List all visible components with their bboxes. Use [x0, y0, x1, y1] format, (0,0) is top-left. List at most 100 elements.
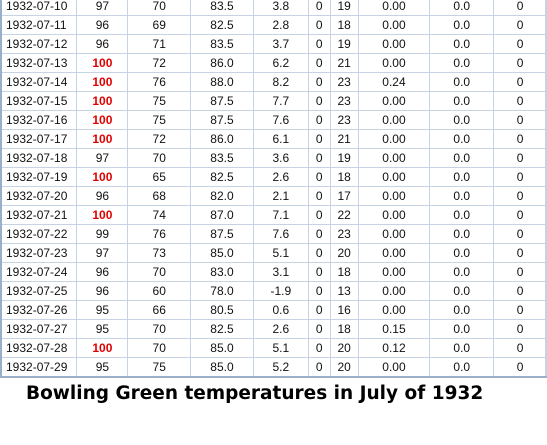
snow-depth-cell[interactable]: 0 [493, 15, 547, 35]
snow-cell[interactable]: 0.0 [429, 357, 495, 378]
snow-cell[interactable]: 0.0 [429, 243, 495, 263]
precip-cell[interactable]: 0.00 [358, 110, 431, 130]
table-row[interactable]: 1932-07-21 100 74 87.0 7.1 0 22 0.00 0.0 0 [0, 205, 547, 225]
precip-cell[interactable]: 0.00 [358, 91, 431, 111]
min-temp-cell[interactable]: 70 [127, 319, 192, 339]
cdd-cell[interactable]: 23 [330, 110, 359, 130]
snow-depth-cell[interactable]: 0 [493, 338, 547, 358]
table-row[interactable]: 1932-07-14 100 76 88.0 8.2 0 23 0.24 0.0 0 [0, 72, 547, 92]
avg-temp-cell[interactable]: 78.0 [190, 281, 254, 301]
table-row[interactable]: 1932-07-27 95 70 82.5 2.6 0 18 0.15 0.0 0 [0, 319, 547, 339]
max-temp-cell[interactable]: 96 [76, 34, 129, 54]
min-temp-cell[interactable]: 76 [127, 72, 192, 92]
date-cell[interactable]: 1932-07-25 [0, 281, 78, 301]
snow-depth-cell[interactable]: 0 [493, 300, 547, 320]
cdd-cell[interactable]: 23 [330, 72, 359, 92]
departure-cell[interactable]: 3.7 [253, 34, 309, 54]
table-row[interactable]: 1932-07-11 96 69 82.5 2.8 0 18 0.00 0.0 0 [0, 15, 547, 35]
hdd-cell[interactable]: 0 [308, 357, 331, 378]
table-row[interactable]: 1932-07-28 100 70 85.0 5.1 0 20 0.12 0.0 0 [0, 338, 547, 358]
hdd-cell[interactable]: 0 [308, 53, 331, 73]
min-temp-cell[interactable]: 70 [127, 148, 192, 168]
cdd-cell[interactable]: 23 [330, 224, 359, 244]
avg-temp-cell[interactable]: 82.5 [190, 167, 254, 187]
cdd-cell[interactable]: 21 [330, 53, 359, 73]
precip-cell[interactable]: 0.00 [358, 262, 431, 282]
cdd-cell[interactable]: 16 [330, 300, 359, 320]
max-temp-cell[interactable]: 96 [76, 186, 129, 206]
max-temp-cell[interactable]: 100 [76, 338, 129, 358]
avg-temp-cell[interactable]: 82.0 [190, 186, 254, 206]
cdd-cell[interactable]: 20 [330, 243, 359, 263]
table-row[interactable]: 1932-07-18 97 70 83.5 3.6 0 19 0.00 0.0 0 [0, 148, 547, 168]
date-cell[interactable]: 1932-07-22 [0, 224, 78, 244]
table-row[interactable]: 1932-07-15 100 75 87.5 7.7 0 23 0.00 0.0 0 [0, 91, 547, 111]
snow-depth-cell[interactable]: 0 [493, 224, 547, 244]
table-row[interactable]: 1932-07-19 100 65 82.5 2.6 0 18 0.00 0.0 0 [0, 167, 547, 187]
snow-depth-cell[interactable]: 0 [493, 186, 547, 206]
snow-cell[interactable]: 0.0 [429, 129, 495, 149]
snow-depth-cell[interactable]: 0 [493, 357, 547, 378]
cdd-cell[interactable]: 22 [330, 205, 359, 225]
max-temp-cell[interactable]: 100 [76, 205, 129, 225]
table-row[interactable]: 1932-07-13 100 72 86.0 6.2 0 21 0.00 0.0 0 [0, 53, 547, 73]
table-row[interactable]: 1932-07-17 100 72 86.0 6.1 0 21 0.00 0.0 0 [0, 129, 547, 149]
snow-depth-cell[interactable]: 0 [493, 91, 547, 111]
min-temp-cell[interactable]: 70 [127, 262, 192, 282]
avg-temp-cell[interactable]: 87.5 [190, 224, 254, 244]
snow-depth-cell[interactable]: 0 [493, 167, 547, 187]
min-temp-cell[interactable]: 65 [127, 167, 192, 187]
table-row[interactable]: 1932-07-16 100 75 87.5 7.6 0 23 0.00 0.0 0 [0, 110, 547, 130]
snow-cell[interactable]: 0.0 [429, 281, 495, 301]
max-temp-cell[interactable]: 95 [76, 319, 129, 339]
date-cell[interactable]: 1932-07-20 [0, 186, 78, 206]
snow-depth-cell[interactable]: 0 [493, 0, 547, 16]
snow-cell[interactable]: 0.0 [429, 167, 495, 187]
hdd-cell[interactable]: 0 [308, 300, 331, 320]
table-row[interactable]: 1932-07-26 95 66 80.5 0.6 0 16 0.00 0.0 0 [0, 300, 547, 320]
max-temp-cell[interactable]: 97 [76, 148, 129, 168]
date-cell[interactable]: 1932-07-10 [0, 0, 78, 16]
avg-temp-cell[interactable]: 85.0 [190, 357, 254, 378]
min-temp-cell[interactable]: 71 [127, 34, 192, 54]
min-temp-cell[interactable]: 69 [127, 15, 192, 35]
max-temp-cell[interactable]: 99 [76, 224, 129, 244]
snow-cell[interactable]: 0.0 [429, 72, 495, 92]
table-row[interactable]: 1932-07-20 96 68 82.0 2.1 0 17 0.00 0.0 0 [0, 186, 547, 206]
departure-cell[interactable]: 2.8 [253, 15, 309, 35]
precip-cell[interactable]: 0.00 [358, 0, 431, 16]
snow-depth-cell[interactable]: 0 [493, 110, 547, 130]
avg-temp-cell[interactable]: 83.5 [190, 0, 254, 16]
min-temp-cell[interactable]: 70 [127, 0, 192, 16]
cdd-cell[interactable]: 19 [330, 34, 359, 54]
hdd-cell[interactable]: 0 [308, 319, 331, 339]
precip-cell[interactable]: 0.15 [358, 319, 431, 339]
cdd-cell[interactable]: 19 [330, 0, 359, 16]
departure-cell[interactable]: -1.9 [253, 281, 309, 301]
cdd-cell[interactable]: 18 [330, 262, 359, 282]
table-row[interactable]: 1932-07-25 96 60 78.0 -1.9 0 13 0.00 0.0 0 [0, 281, 547, 301]
departure-cell[interactable]: 2.6 [253, 167, 309, 187]
snow-depth-cell[interactable]: 0 [493, 53, 547, 73]
date-cell[interactable]: 1932-07-19 [0, 167, 78, 187]
cdd-cell[interactable]: 13 [330, 281, 359, 301]
precip-cell[interactable]: 0.00 [358, 281, 431, 301]
hdd-cell[interactable]: 0 [308, 15, 331, 35]
cdd-cell[interactable]: 18 [330, 319, 359, 339]
snow-cell[interactable]: 0.0 [429, 338, 495, 358]
cdd-cell[interactable]: 21 [330, 129, 359, 149]
avg-temp-cell[interactable]: 85.0 [190, 243, 254, 263]
min-temp-cell[interactable]: 73 [127, 243, 192, 263]
max-temp-cell[interactable]: 100 [76, 72, 129, 92]
avg-temp-cell[interactable]: 86.0 [190, 53, 254, 73]
precip-cell[interactable]: 0.00 [358, 53, 431, 73]
hdd-cell[interactable]: 0 [308, 224, 331, 244]
snow-depth-cell[interactable]: 0 [493, 262, 547, 282]
departure-cell[interactable]: 7.1 [253, 205, 309, 225]
cdd-cell[interactable]: 20 [330, 357, 359, 378]
precip-cell[interactable]: 0.00 [358, 224, 431, 244]
precip-cell[interactable]: 0.12 [358, 338, 431, 358]
hdd-cell[interactable]: 0 [308, 91, 331, 111]
max-temp-cell[interactable]: 100 [76, 167, 129, 187]
date-cell[interactable]: 1932-07-27 [0, 319, 78, 339]
